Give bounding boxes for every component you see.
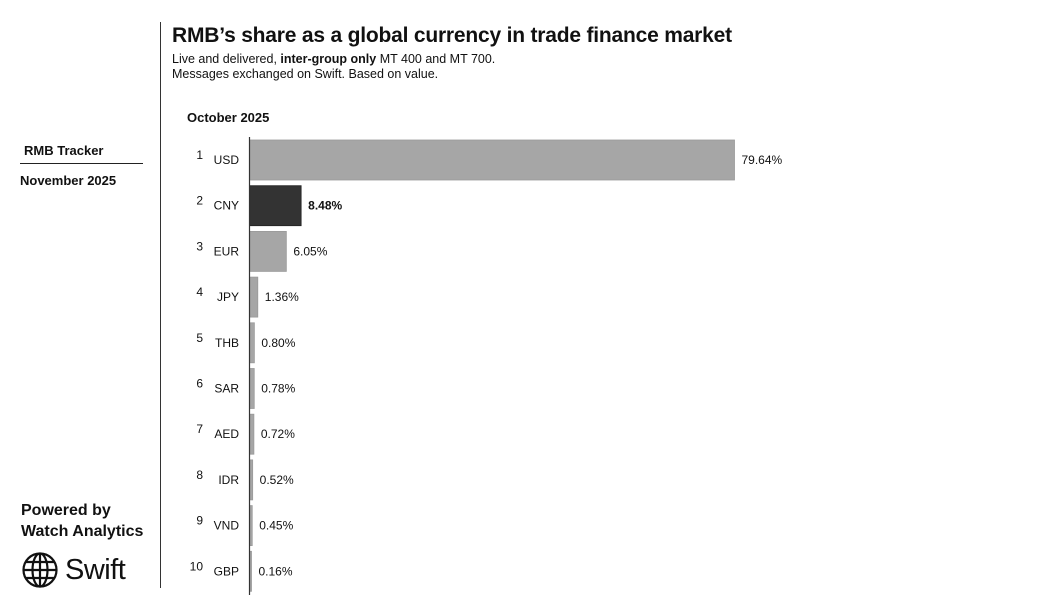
category-label: VND: [214, 519, 240, 533]
globe-icon: [22, 552, 58, 588]
tracker-date: November 2025: [20, 173, 117, 188]
category-label: CNY: [214, 199, 239, 213]
rank-label: 7: [196, 422, 203, 436]
category-label: THB: [215, 336, 239, 350]
category-label: USD: [214, 153, 240, 167]
rank-label: 2: [196, 194, 203, 208]
rank-label: 9: [196, 514, 203, 528]
bar: [249, 413, 255, 455]
value-label: 8.48%: [308, 199, 342, 213]
rank-label: 4: [196, 285, 203, 299]
bar: [249, 230, 287, 272]
bar: [249, 185, 302, 227]
rank-label: 6: [196, 377, 203, 391]
swift-logo: Swift: [21, 550, 126, 590]
powered-by: Powered by Watch Analytics: [21, 500, 143, 542]
swift-logo-text: Swift: [65, 553, 126, 586]
rank-label: 3: [196, 239, 203, 253]
rank-label: 10: [190, 559, 204, 573]
vertical-divider: [160, 22, 161, 588]
category-label: GBP: [214, 564, 239, 578]
value-label: 1.36%: [265, 290, 299, 304]
bar: [249, 368, 255, 409]
bar: [249, 322, 255, 364]
rank-label: 1: [196, 148, 203, 162]
chart-subtitle: Live and delivered, inter-group only MT …: [172, 52, 495, 82]
tracker-label: RMB Tracker: [24, 143, 104, 158]
value-label: 0.80%: [261, 336, 295, 350]
subtitle-line1-pre: Live and delivered,: [172, 52, 281, 66]
value-label: 6.05%: [293, 244, 327, 258]
subtitle-line-2: Messages exchanged on Swift. Based on va…: [172, 67, 439, 81]
category-label: IDR: [218, 473, 239, 487]
subtitle-line1-post: MT 400 and MT 700.: [376, 52, 496, 66]
powered-by-line2: Watch Analytics: [21, 523, 144, 540]
value-label: 0.72%: [261, 427, 295, 441]
category-label: SAR: [214, 382, 239, 396]
powered-by-line1: Powered by: [21, 502, 111, 519]
value-label: 0.52%: [260, 473, 294, 487]
rank-label: 5: [196, 331, 203, 345]
sidebar-divider: [20, 163, 143, 164]
subtitle-line1-bold: inter-group only: [280, 52, 377, 66]
subtitle-line-1: Live and delivered, inter-group only MT …: [172, 52, 495, 67]
chart-title: RMB’s share as a global currency in trad…: [172, 24, 732, 47]
value-label: 0.45%: [259, 519, 293, 533]
category-label: JPY: [217, 290, 239, 304]
bar: [249, 276, 259, 318]
category-label: AED: [214, 427, 239, 441]
chart-period: October 2025: [187, 110, 270, 125]
value-label: 79.64%: [742, 153, 783, 167]
value-label: 0.16%: [259, 564, 293, 578]
bar: [249, 139, 735, 181]
value-label: 0.78%: [261, 382, 295, 396]
category-label: EUR: [214, 244, 240, 258]
rank-label: 8: [196, 468, 203, 482]
